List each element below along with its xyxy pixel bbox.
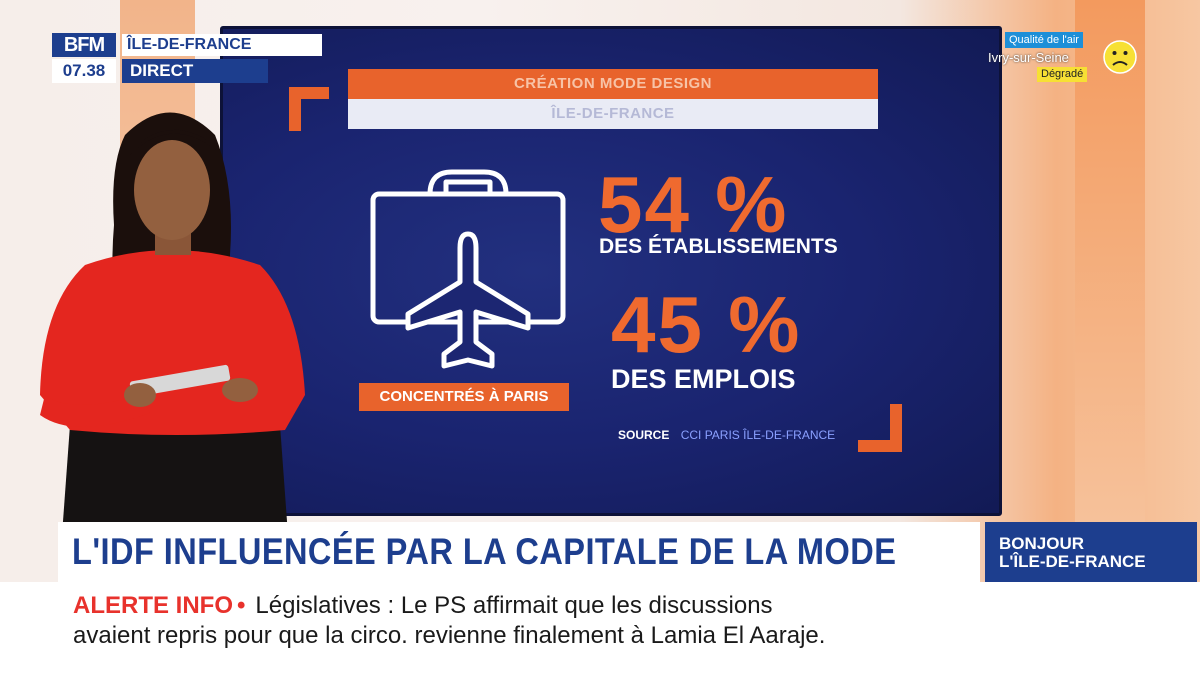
ticker-line-2: avaient repris pour que la circo. revien… xyxy=(73,622,826,649)
headline-text: L'IDF INFLUENCÉE PAR LA CAPITALE DE LA M… xyxy=(72,531,897,572)
caption-concentrated: CONCENTRÉS À PARIS xyxy=(359,383,569,411)
screen-title-bottom: ÎLE-DE-FRANCE xyxy=(348,99,878,129)
corner-bracket-top-left xyxy=(289,87,329,131)
stat-value-jobs: 45 % xyxy=(611,280,802,369)
show-name-line-2: L'ÎLE-DE-FRANCE xyxy=(999,552,1146,571)
logo-bfm: BFM xyxy=(52,33,116,57)
show-name-line-1: BONJOUR xyxy=(999,534,1085,553)
air-quality-widget: Qualité de l'air Ivry-sur-Seine Dégradé xyxy=(985,32,1145,84)
studio-column-right xyxy=(1075,0,1145,530)
source-value: CCI PARIS ÎLE-DE-FRANCE xyxy=(680,428,836,442)
show-name-tag: BONJOUR L'ÎLE-DE-FRANCE xyxy=(985,522,1197,582)
stat-value-establishments: 54 % xyxy=(598,160,789,249)
stat-label-jobs: DES EMPLOIS xyxy=(611,364,796,394)
source-line: SOURCE CCI PARIS ÎLE-DE-FRANCE xyxy=(618,428,835,442)
logo-region: ÎLE-DE-FRANCE xyxy=(122,34,322,56)
corner-bracket-bottom-right xyxy=(858,404,902,452)
clock-time: 07.38 xyxy=(52,59,116,83)
screen-title-top: CRÉATION MODE DESIGN xyxy=(348,69,878,99)
alert-separator: • xyxy=(237,592,246,619)
ticker-text-1: Législatives : Le PS affirmait que les d… xyxy=(255,592,773,619)
air-quality-level: Dégradé xyxy=(1037,67,1088,82)
ticker-line-1: ALERTE INFO • Législatives : Le PS affirma… xyxy=(73,592,773,620)
air-quality-title: Qualité de l'air xyxy=(1005,32,1083,48)
info-screen: CRÉATION MODE DESIGN ÎLE-DE-FRANCE CONCE… xyxy=(220,26,1002,516)
presenter xyxy=(40,112,305,535)
suitcase-airplane-icon xyxy=(370,169,566,369)
stat-label-establishments: DES ÉTABLISSEMENTS xyxy=(599,235,838,258)
source-label: SOURCE xyxy=(618,428,670,442)
alert-label: ALERTE INFO xyxy=(73,592,233,619)
air-quality-city: Ivry-sur-Seine xyxy=(988,50,1069,65)
live-badge: DIRECT xyxy=(122,59,268,83)
news-ticker: ALERTE INFO • Législatives : Le PS affirma… xyxy=(0,582,1200,675)
sad-face-icon xyxy=(1103,40,1137,74)
headline-banner: L'IDF INFLUENCÉE PAR LA CAPITALE DE LA M… xyxy=(58,522,980,582)
